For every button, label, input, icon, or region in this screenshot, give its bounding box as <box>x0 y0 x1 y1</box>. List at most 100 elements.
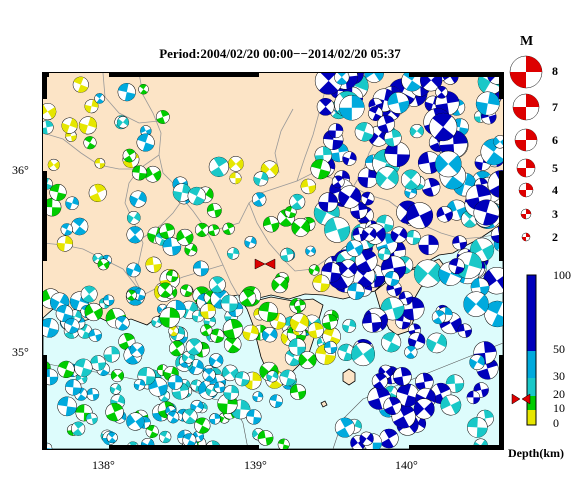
focal-mechanism <box>55 304 74 323</box>
focal-mechanism <box>452 235 467 251</box>
focal-mechanism <box>85 412 98 425</box>
focal-mechanism <box>208 276 226 294</box>
focal-mechanism <box>151 316 163 328</box>
focal-mechanism <box>210 328 225 343</box>
focal-mechanism <box>103 346 120 363</box>
focal-mechanism <box>435 86 448 99</box>
focal-mechanism <box>466 390 481 405</box>
frame-top-bar-2 <box>109 73 259 77</box>
focal-mechanism <box>94 157 106 169</box>
event-marker[interactable] <box>254 258 276 270</box>
focal-mechanism <box>229 172 242 185</box>
depth-band <box>527 351 536 378</box>
focal-mechanism <box>384 129 402 147</box>
map-title: Period:2004/02/20 00:00−−2014/02/20 05:3… <box>159 46 401 61</box>
focal-mechanism <box>334 73 350 85</box>
focal-mechanism <box>347 282 365 300</box>
focal-mechanism <box>463 291 489 317</box>
focal-mechanism <box>47 158 60 171</box>
depth-band <box>527 378 536 396</box>
focal-mechanism <box>429 112 458 142</box>
focal-mechanism <box>116 116 130 129</box>
earthquake-mechanisms <box>43 73 503 449</box>
focal-mechanism <box>207 224 220 237</box>
focal-mechanism <box>145 256 162 273</box>
magnitude-label: 8 <box>552 64 558 78</box>
focal-mechanism <box>176 228 194 246</box>
focal-mechanism <box>520 208 532 220</box>
focal-mechanism <box>136 133 155 152</box>
focal-mechanism <box>208 353 224 368</box>
focal-mechanism <box>258 301 279 322</box>
focal-mechanism <box>263 216 280 233</box>
focal-mechanism <box>277 438 290 449</box>
focal-mechanism <box>445 374 465 393</box>
focal-mechanism <box>131 165 147 181</box>
focal-mechanism <box>133 379 146 391</box>
y-tick-label: 35° <box>12 345 29 359</box>
focal-mechanism <box>78 116 97 135</box>
focal-mechanism <box>118 332 136 351</box>
focal-mechanism <box>509 55 543 89</box>
focal-mechanism <box>184 243 198 257</box>
focal-mechanism <box>318 192 339 213</box>
focal-mechanism <box>157 282 173 298</box>
focal-mechanism <box>364 73 384 83</box>
focal-mechanism <box>61 117 78 134</box>
focal-mechanism <box>400 169 421 190</box>
focal-mechanism <box>202 368 216 382</box>
focal-mechanism <box>328 123 344 139</box>
depth-band <box>527 410 536 425</box>
focal-mechanism <box>65 196 79 211</box>
focal-mechanism <box>421 178 441 197</box>
focal-mechanism <box>126 211 141 225</box>
focal-mechanism <box>375 166 399 190</box>
focal-mechanism <box>56 235 73 252</box>
focal-mechanism <box>126 289 137 301</box>
focal-mechanism <box>280 247 295 262</box>
focal-mechanism <box>72 76 89 93</box>
focal-mechanism <box>312 274 330 292</box>
focal-mechanism <box>398 290 413 306</box>
magnitude-label: 3 <box>552 207 558 221</box>
map-area[interactable] <box>42 72 504 450</box>
magnitude-legend-title: M <box>520 34 534 49</box>
focal-mechanism <box>404 345 418 359</box>
focal-mechanism <box>361 226 377 242</box>
frame-left-bar-2 <box>43 171 47 261</box>
focal-mechanism <box>436 206 453 223</box>
focal-mechanism <box>122 148 137 163</box>
focal-mechanism <box>110 368 125 383</box>
focal-mechanism <box>493 135 503 149</box>
focal-mechanism <box>384 141 411 168</box>
focal-mechanism <box>377 115 395 133</box>
focal-mechanism <box>162 237 182 256</box>
focal-mechanism <box>448 258 465 275</box>
focal-mechanism <box>239 289 257 307</box>
focal-mechanism <box>316 97 335 116</box>
magnitude-label: 4 <box>552 183 558 197</box>
focal-mechanism <box>228 156 244 172</box>
focal-mechanism <box>512 93 540 121</box>
focal-mechanism <box>126 226 144 244</box>
focal-mechanism <box>284 206 297 218</box>
focal-mechanism <box>288 338 307 356</box>
focal-mechanism <box>234 371 250 387</box>
focal-mechanism <box>90 355 106 371</box>
focal-mechanism <box>469 354 485 370</box>
focal-mechanism <box>291 218 311 237</box>
frame-right-bar-1 <box>499 73 503 99</box>
frame-bottom-bar-2 <box>409 445 503 449</box>
focal-mechanism <box>351 342 376 367</box>
focal-mechanism <box>368 106 383 121</box>
focal-mechanism <box>271 276 289 294</box>
focal-mechanism <box>409 124 424 139</box>
focal-mechanism <box>64 318 80 334</box>
focal-mechanism <box>57 396 77 417</box>
focal-mechanism <box>406 202 434 229</box>
focal-mechanism <box>60 223 73 236</box>
depth-tick-label: 10 <box>553 401 565 415</box>
focal-mechanism <box>70 217 89 236</box>
focal-mechanism <box>200 324 213 337</box>
focal-mechanism <box>257 430 274 446</box>
